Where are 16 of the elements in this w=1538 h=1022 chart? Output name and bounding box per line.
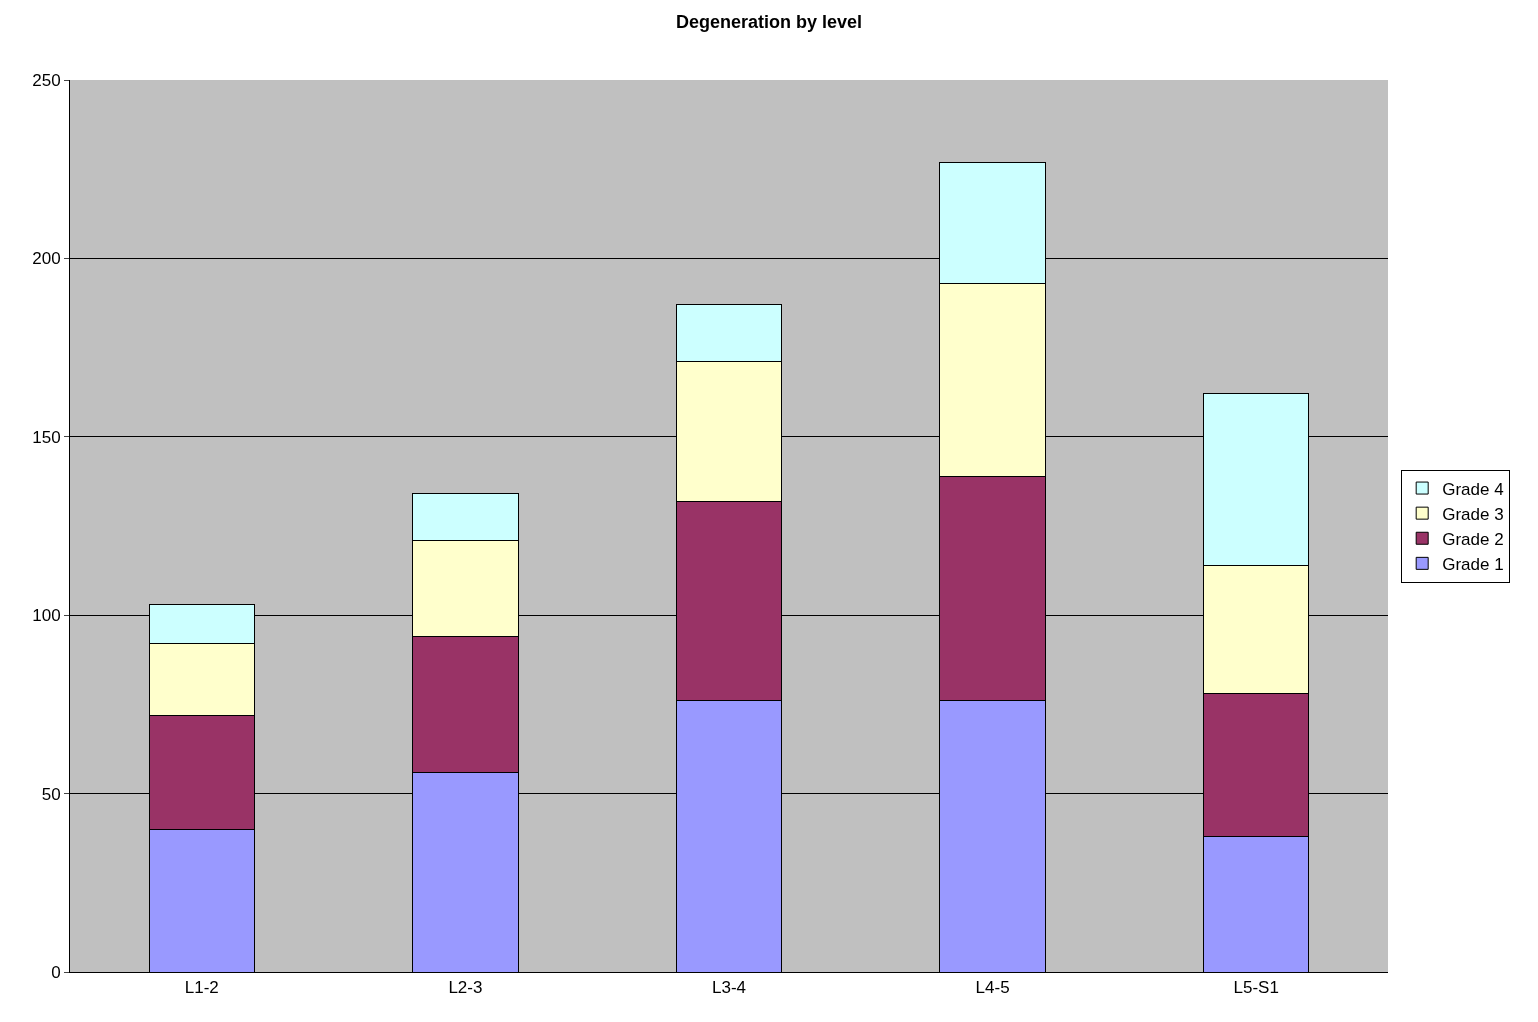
legend-label: Grade 2 <box>1442 529 1504 549</box>
y-tick-label: 150 <box>32 427 61 447</box>
x-tick-label: L1-2 <box>184 978 219 998</box>
x-tick-label: L2-3 <box>448 978 483 998</box>
legend-label: Grade 3 <box>1442 504 1504 524</box>
y-tick-label: 0 <box>51 962 61 982</box>
legend-label: Grade 1 <box>1442 554 1504 574</box>
chart-title: Degeneration by level <box>675 11 863 32</box>
y-tick-label: 50 <box>41 784 61 804</box>
y-tick-label: 200 <box>32 249 61 269</box>
y-tick-label: 250 <box>32 70 61 90</box>
x-tick-label: L5-S1 <box>1233 978 1279 998</box>
x-tick-label: L3-4 <box>711 978 747 998</box>
legend-label: Grade 4 <box>1442 479 1504 499</box>
y-tick-label: 100 <box>32 606 61 626</box>
x-tick-label: L4-5 <box>975 978 1010 998</box>
